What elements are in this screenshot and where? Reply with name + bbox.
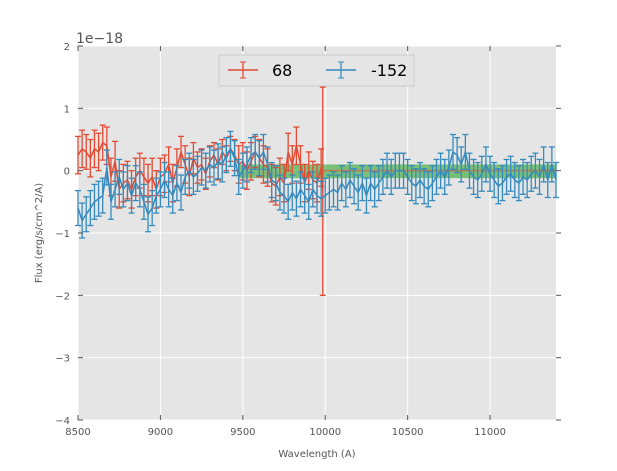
series-line	[77, 147, 557, 223]
legend-label: -152	[371, 61, 407, 80]
y-tick-label: −1	[55, 229, 70, 240]
y-tick-label: 2	[64, 42, 70, 53]
x-tick-label: 8500	[65, 427, 90, 438]
y-tick-label: −4	[55, 416, 70, 427]
series--152	[75, 130, 559, 239]
legend-label: 68	[272, 61, 292, 80]
x-tick-label: 9500	[230, 427, 255, 438]
y-tick-label: 1	[64, 104, 70, 115]
x-tick-label: 10500	[392, 427, 424, 438]
y-tick-label: 0	[64, 167, 70, 178]
legend: 68 -152	[218, 54, 415, 87]
x-tick-label: 11000	[474, 427, 506, 438]
y-axis-label: Flux (erg/s/cm^2/A)	[34, 183, 45, 283]
y-tick-label: −2	[55, 291, 70, 302]
x-axis-label: Wavelength (A)	[278, 449, 355, 460]
x-tick-label: 10000	[309, 427, 341, 438]
y-tick-label: −3	[55, 354, 70, 365]
x-tick-label: 9000	[148, 427, 173, 438]
y-offset-text: 1e−18	[76, 31, 123, 47]
